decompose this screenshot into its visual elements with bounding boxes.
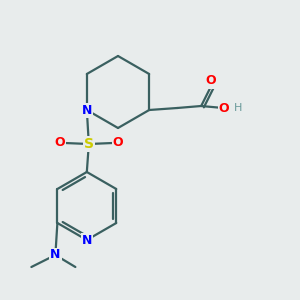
Text: O: O [219,101,230,115]
Text: S: S [84,137,94,151]
Text: N: N [82,233,92,247]
Text: N: N [50,248,61,262]
Text: O: O [55,136,65,149]
Text: H: H [234,103,243,113]
Text: N: N [82,103,92,116]
Text: O: O [112,136,123,149]
Text: O: O [206,74,217,88]
